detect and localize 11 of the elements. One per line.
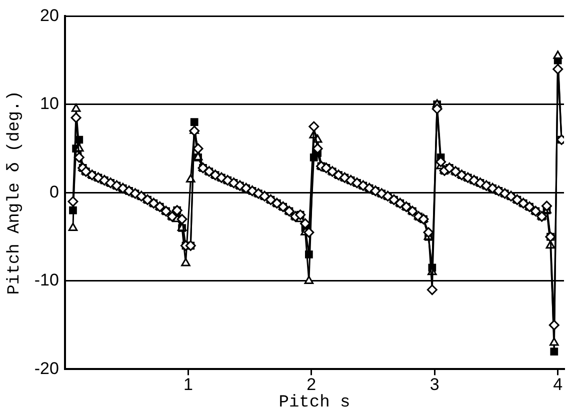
x-tick-label: 3	[430, 375, 440, 394]
x-axis-title: Pitch s	[278, 393, 350, 412]
y-tick-label: 10	[40, 94, 59, 114]
y-axis-title: Pitch Angle δ (deg.)	[6, 90, 25, 295]
y-tick-label: -20	[34, 358, 59, 378]
y-tick-label: 0	[50, 182, 59, 202]
x-tick-label: 2	[306, 375, 316, 394]
x-tick-label: 4	[553, 375, 563, 394]
y-tick-label: -10	[34, 270, 59, 290]
y-tick-label: 20	[40, 6, 59, 25]
x-tick-label: 1	[183, 375, 193, 394]
